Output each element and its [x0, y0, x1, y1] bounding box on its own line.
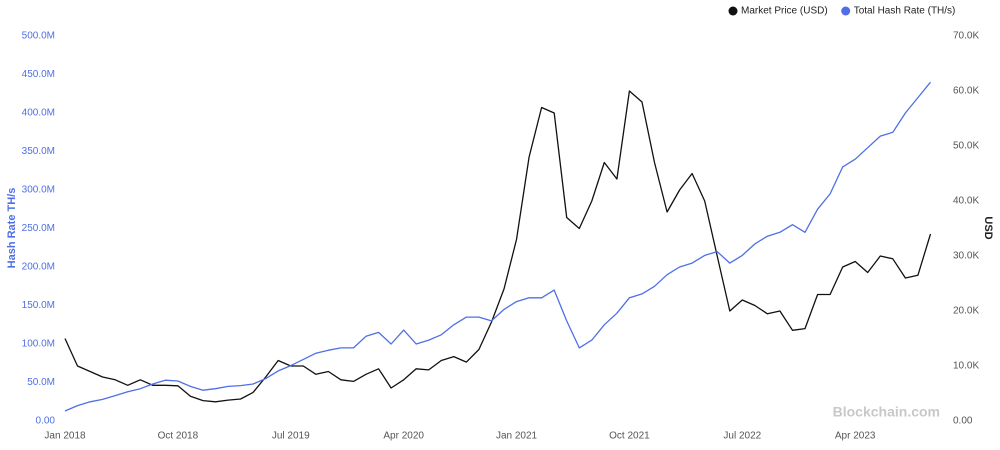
- x-tick-label: Oct 2018: [158, 431, 199, 442]
- y2-tick-label: 20.0K: [953, 306, 979, 317]
- legend-marker: [728, 6, 738, 16]
- x-tick-label: Jan 2021: [496, 431, 538, 442]
- series-line: [64, 90, 932, 403]
- y2-tick-label: 30.0K: [953, 251, 979, 262]
- y-tick-label: 200.0M: [22, 262, 55, 273]
- x-tick-label: Apr 2020: [383, 431, 424, 442]
- y-tick-label: 150.0M: [22, 300, 55, 311]
- watermark: Blockchain.com: [833, 404, 940, 420]
- y2-tick-label: 50.0K: [953, 141, 979, 152]
- x-tick-label: Apr 2023: [835, 431, 876, 442]
- y-tick-label: 50.0M: [27, 377, 55, 388]
- y-tick-label: 350.0M: [22, 146, 55, 157]
- series-line: [64, 81, 932, 412]
- y-tick-label: 0.00: [36, 416, 56, 427]
- x-tick-label: Jul 2022: [723, 431, 761, 442]
- legend-marker: [841, 6, 851, 16]
- y2-tick-label: 10.0K: [953, 361, 979, 372]
- x-tick-label: Jul 2019: [272, 431, 310, 442]
- y-tick-label: 400.0M: [22, 108, 55, 119]
- y2-tick-label: 40.0K: [953, 196, 979, 207]
- x-tick-label: Jan 2018: [44, 431, 86, 442]
- y-tick-label: 100.0M: [22, 339, 55, 350]
- x-tick-label: Oct 2021: [609, 431, 650, 442]
- y-tick-label: 500.0M: [22, 31, 55, 42]
- y2-tick-label: 70.0K: [953, 31, 979, 42]
- y-tick-label: 450.0M: [22, 69, 55, 80]
- y-axis-title: Hash Rate TH/s: [6, 188, 18, 269]
- y-tick-label: 300.0M: [22, 185, 55, 196]
- legend-label: Market Price (USD): [741, 6, 828, 17]
- y2-tick-label: 60.0K: [953, 86, 979, 97]
- y-tick-label: 250.0M: [22, 223, 55, 234]
- legend-label: Total Hash Rate (TH/s): [854, 6, 956, 17]
- y2-tick-label: 0.00: [953, 416, 973, 427]
- y2-axis-title: USD: [982, 216, 994, 239]
